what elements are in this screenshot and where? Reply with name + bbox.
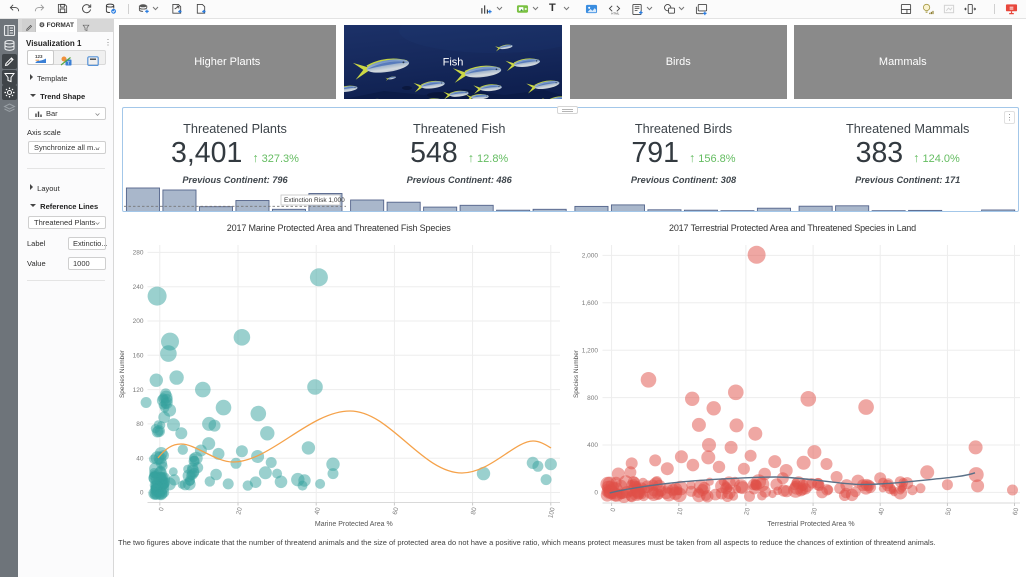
svg-text:2,000: 2,000 — [582, 253, 599, 260]
svg-text:10: 10 — [676, 507, 685, 516]
svg-text:40: 40 — [878, 507, 887, 516]
svg-text:240: 240 — [133, 284, 144, 291]
svg-text:280: 280 — [133, 250, 144, 257]
svg-text:50: 50 — [945, 507, 954, 516]
svg-text:Fish: Fish — [442, 57, 463, 69]
svg-text:60: 60 — [1012, 507, 1021, 516]
svg-text:20: 20 — [235, 506, 244, 515]
svg-text:400: 400 — [587, 442, 598, 449]
svg-text:2017 Marine Protected Area and: 2017 Marine Protected Area and Threatene… — [227, 223, 452, 233]
svg-text:Extinction Risk 1,000: Extinction Risk 1,000 — [284, 197, 345, 204]
svg-text:40: 40 — [314, 506, 323, 515]
svg-text:0: 0 — [610, 507, 618, 512]
svg-text:160: 160 — [133, 353, 144, 360]
svg-text:100: 100 — [547, 506, 556, 519]
svg-text:Marine Protected Area %: Marine Protected Area % — [315, 521, 393, 528]
svg-text:2017 Terrestrial Protected Are: 2017 Terrestrial Protected Area and Thre… — [669, 223, 916, 233]
svg-text:Species Number: Species Number — [573, 349, 580, 398]
svg-text:30: 30 — [810, 507, 819, 516]
svg-text:0: 0 — [140, 490, 144, 497]
svg-text:0: 0 — [594, 490, 598, 497]
svg-text:120: 120 — [133, 387, 144, 394]
svg-text:60: 60 — [392, 506, 401, 515]
svg-text:HTML: HTML — [611, 12, 619, 15]
svg-text:Species Number: Species Number — [119, 349, 126, 398]
svg-text:80: 80 — [136, 421, 144, 428]
svg-text:40: 40 — [136, 455, 144, 462]
svg-text:20: 20 — [743, 507, 752, 516]
svg-text:80: 80 — [470, 506, 479, 515]
svg-text:200: 200 — [133, 318, 144, 325]
svg-text:800: 800 — [587, 395, 598, 402]
svg-text:1,200: 1,200 — [582, 347, 599, 354]
svg-text:1,600: 1,600 — [582, 300, 599, 307]
svg-text:0: 0 — [158, 506, 166, 511]
svg-text:123: 123 — [35, 54, 43, 59]
svg-text:Terrestrial Protected Area %: Terrestrial Protected Area % — [767, 521, 854, 528]
svg-text:T: T — [67, 61, 70, 66]
